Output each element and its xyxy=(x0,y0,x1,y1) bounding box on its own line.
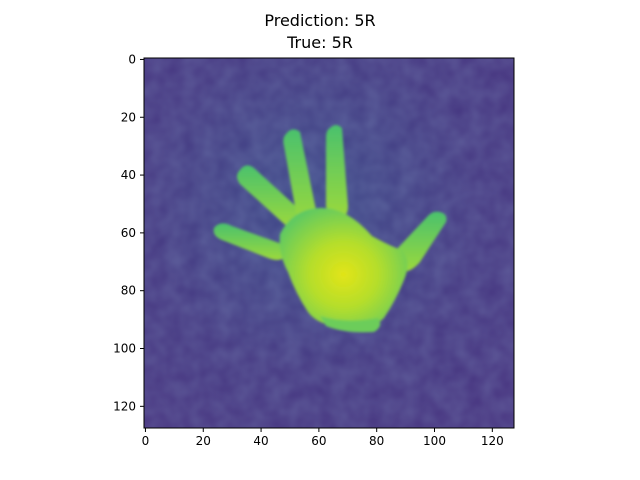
ring-finger xyxy=(237,165,303,228)
pinky-finger xyxy=(213,223,287,260)
index-finger xyxy=(326,125,348,218)
x-tick-label: 100 xyxy=(423,434,446,448)
x-tick-label: 80 xyxy=(369,434,384,448)
x-tick-label: 20 xyxy=(196,434,211,448)
y-tick-label: 20 xyxy=(121,110,136,124)
y-tick-label: 120 xyxy=(113,399,136,413)
hand-shape xyxy=(213,125,447,333)
x-axis: 0 20 40 60 80 100 120 xyxy=(142,428,504,448)
prediction-title: Prediction: 5R xyxy=(264,11,376,30)
y-tick-label: 60 xyxy=(121,226,136,240)
x-tick-label: 120 xyxy=(481,434,504,448)
y-tick-label: 40 xyxy=(121,168,136,182)
middle-finger xyxy=(283,129,317,224)
y-tick-label: 80 xyxy=(121,284,136,298)
wrist xyxy=(320,316,381,333)
true-label-title: True: 5R xyxy=(287,33,353,52)
x-tick-label: 60 xyxy=(311,434,326,448)
y-tick-label: 0 xyxy=(128,52,136,66)
y-axis: 0 20 40 60 80 100 120 xyxy=(113,52,144,413)
thermal-image xyxy=(144,58,514,428)
x-tick-label: 40 xyxy=(253,434,268,448)
x-tick-label: 0 xyxy=(142,434,150,448)
y-tick-label: 100 xyxy=(113,342,136,356)
axes-frame xyxy=(143,57,515,429)
palm xyxy=(279,207,408,329)
